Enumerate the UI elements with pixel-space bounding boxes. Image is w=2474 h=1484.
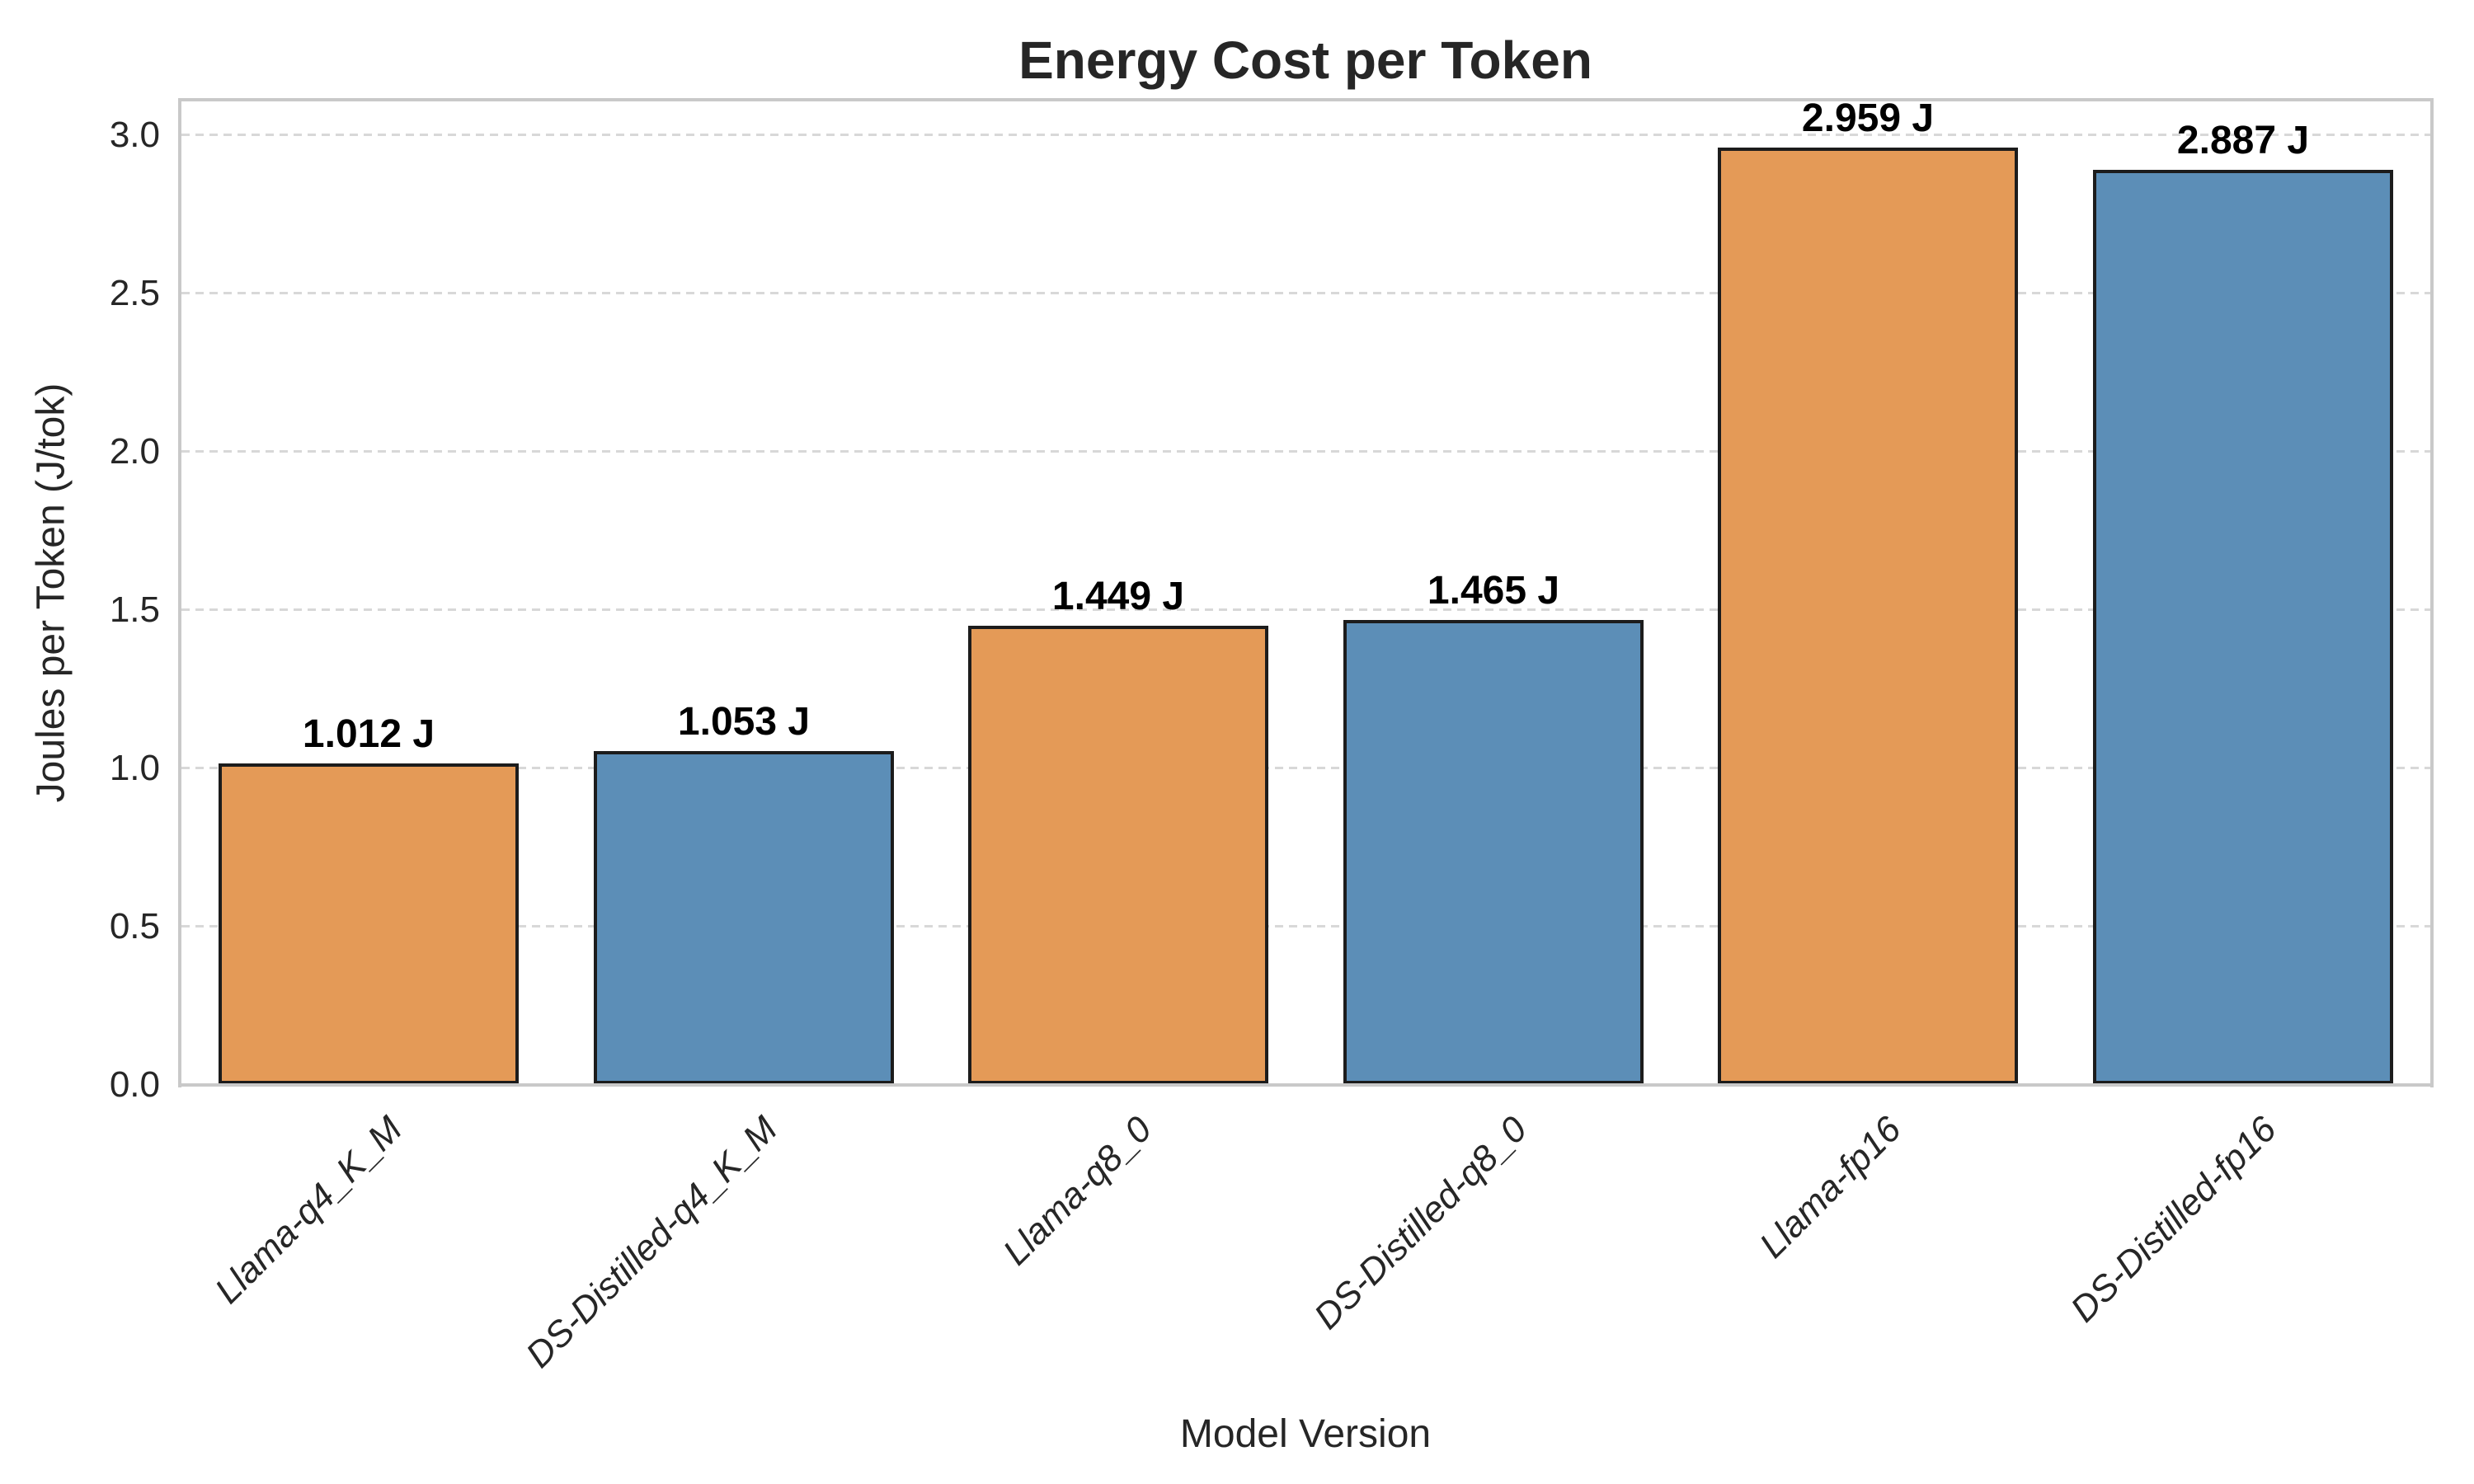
gridline-y-2.5 [181,292,2430,294]
spine-bottom [178,1083,2434,1087]
y-axis-label: Joules per Token (J/tok) [29,383,73,803]
y-tick-label: 2.0 [109,431,160,472]
gridline-y-0.5 [181,925,2430,928]
y-tick-label: 3.0 [109,115,160,155]
y-tick-label: 2.5 [109,273,160,313]
gridline-y-2.0 [181,450,2430,453]
bar-value-label: 1.449 J [1051,575,1185,618]
bar-llama-fp16 [1718,148,2018,1084]
chart-title: Energy Cost per Token [1018,31,1592,90]
bar-ds-distilled-q4_k_m [594,751,894,1084]
bar-ds-distilled-fp16 [2093,170,2393,1084]
x-tick-label: DS-Distilled-q8_0 [1305,1109,1535,1337]
y-tick-label: 1.0 [109,748,160,788]
bar-value-label: 1.012 J [302,712,435,756]
gridline-y-1.0 [181,767,2430,769]
x-tick-label: Llama-q8_0 [995,1109,1159,1273]
bar-ds-distilled-q8_0 [1343,620,1644,1084]
spine-top [178,98,2434,101]
bar-llama-q8_0 [968,626,1268,1084]
x-tick-label: DS-Distilled-q4_K_M [518,1109,785,1376]
y-tick-label: 1.5 [109,589,160,630]
bar-value-label: 1.465 J [1427,569,1560,613]
gridline-y-1.5 [181,608,2430,611]
bar-llama-q4_k_m [219,763,519,1084]
spine-left [178,98,181,1087]
gridline-y-3.0 [181,134,2430,136]
x-tick-label: DS-Distilled-fp16 [2062,1109,2284,1331]
x-axis-label: Model Version [1179,1412,1432,1456]
y-tick-label: 0.5 [109,906,160,946]
y-tick-label: 0.0 [109,1064,160,1105]
bar-value-label: 2.887 J [2176,119,2310,162]
bar-value-label: 1.053 J [677,700,811,744]
spine-right [2430,98,2434,1087]
x-tick-label: Llama-q4_K_M [207,1109,410,1312]
x-tick-label: Llama-fp16 [1752,1109,1909,1266]
bar-value-label: 2.959 J [1801,96,1935,140]
